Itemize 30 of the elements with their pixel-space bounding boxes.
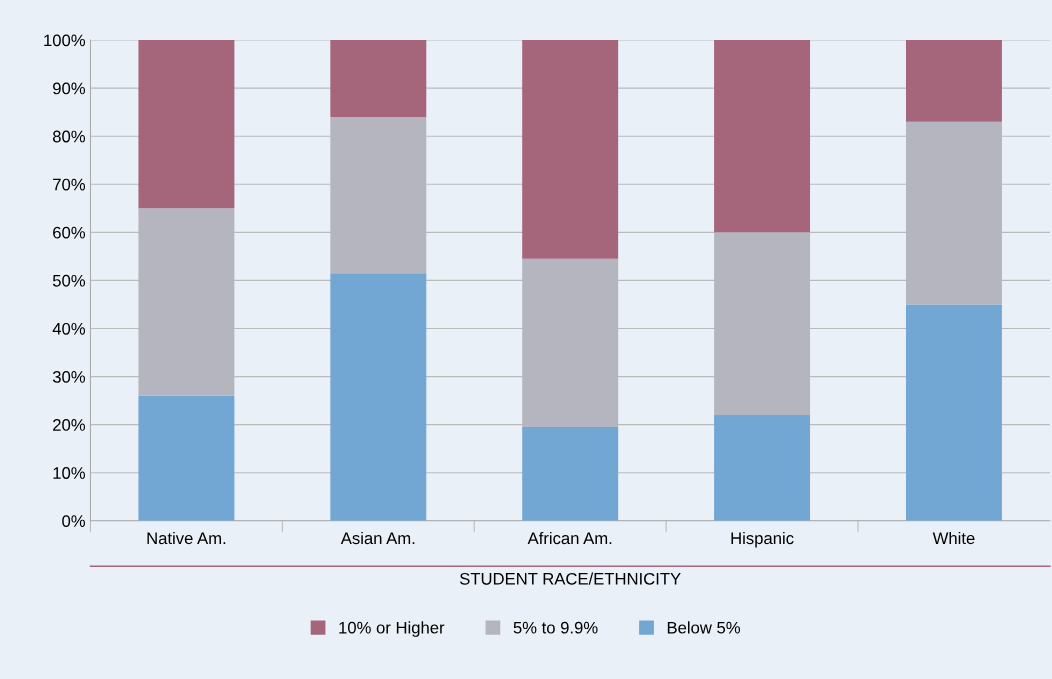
bar: [714, 40, 811, 233]
y-tick-label: 40%: [52, 322, 86, 335]
y-tick-label: 30%: [52, 370, 86, 383]
legend-label: 5% to 9.9%: [513, 621, 598, 634]
x-axis-title: STUDENT RACE/ETHNICITY: [459, 572, 681, 585]
x-tick-label: Asian Am.: [340, 531, 415, 545]
x-tick-label: White: [932, 531, 975, 545]
bar: [714, 415, 811, 521]
bar: [905, 304, 1002, 521]
x-tick-label: Hispanic: [731, 531, 794, 548]
bar: [522, 427, 619, 521]
y-tick-label: 50%: [52, 274, 86, 287]
x-tick-label: African Am.: [527, 531, 612, 545]
bar: [330, 273, 427, 521]
bar: [138, 40, 235, 209]
legend-label: Below 5%: [667, 621, 741, 634]
bar: [522, 40, 619, 259]
bar: [138, 395, 235, 521]
x-tick-label: Native Am.: [147, 531, 226, 545]
y-tick-label: 70%: [53, 178, 86, 191]
y-tick-label: 80%: [52, 130, 86, 143]
y-tick-label: 20%: [53, 419, 86, 431]
y-tick-label: 100%: [44, 34, 86, 47]
y-tick-label: 60%: [53, 226, 86, 239]
y-tick-label: 90%: [53, 82, 86, 95]
y-tick-label: 10%: [53, 467, 86, 479]
legend-label: 10% or Higher: [339, 621, 445, 637]
bar: [905, 40, 1002, 122]
y-tick-label: 0%: [62, 515, 86, 527]
bar: [330, 40, 427, 117]
